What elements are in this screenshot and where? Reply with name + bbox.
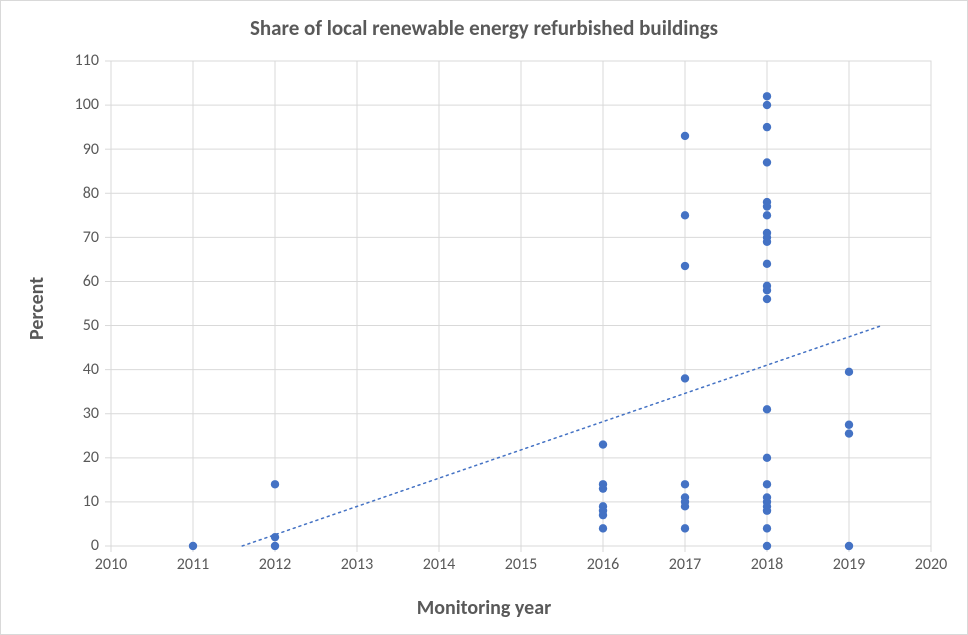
y-tick-label: 40 [83,360,99,379]
data-point [763,524,771,532]
data-point [763,493,771,501]
data-point [271,533,279,541]
data-point [599,502,607,510]
data-point [763,229,771,237]
plot-area [111,61,931,546]
data-point [599,524,607,532]
data-point [681,262,689,270]
data-point [271,480,279,488]
data-point [189,542,197,550]
data-point [845,429,853,437]
x-tick-label: 2018 [742,555,792,574]
data-point [763,454,771,462]
x-tick-label: 2019 [824,555,874,574]
data-point [681,211,689,219]
data-point [763,295,771,303]
data-point [845,542,853,550]
x-tick-label: 2013 [332,555,382,574]
y-tick-label: 50 [83,316,99,335]
x-tick-label: 2014 [414,555,464,574]
data-point [763,542,771,550]
data-point [763,198,771,206]
chart-svg [111,61,931,546]
y-tick-label: 80 [83,184,99,203]
chart-title: Share of local renewable energy refurbis… [1,15,967,41]
data-point [681,524,689,532]
y-tick-label: 90 [83,140,99,159]
y-tick-label: 10 [83,492,99,511]
x-tick-label: 2010 [86,555,136,574]
data-point [763,101,771,109]
data-point [271,542,279,550]
y-tick-label: 20 [83,448,99,467]
y-tick-label: 0 [91,536,99,555]
data-point [763,158,771,166]
data-point [681,480,689,488]
data-point [599,480,607,488]
data-point [845,421,853,429]
data-point [681,132,689,140]
data-point [763,260,771,268]
data-point [845,368,853,376]
data-point [763,282,771,290]
x-tick-label: 2020 [906,555,956,574]
y-tick-label: 110 [75,51,99,70]
data-point [763,92,771,100]
y-tick-label: 30 [83,404,99,423]
data-point [763,480,771,488]
x-tick-label: 2015 [496,555,546,574]
y-tick-label: 60 [83,272,99,291]
data-point [681,374,689,382]
data-point [763,211,771,219]
y-axis-title: Percent [25,276,49,339]
data-point [681,493,689,501]
data-point [763,123,771,131]
chart-frame: Share of local renewable energy refurbis… [0,0,968,635]
x-axis-title: Monitoring year [1,596,967,620]
x-tick-label: 2012 [250,555,300,574]
x-tick-label: 2011 [168,555,218,574]
x-tick-label: 2017 [660,555,710,574]
data-point [599,440,607,448]
y-tick-label: 70 [83,228,99,247]
y-tick-label: 100 [75,95,99,114]
x-tick-label: 2016 [578,555,628,574]
data-point [763,405,771,413]
